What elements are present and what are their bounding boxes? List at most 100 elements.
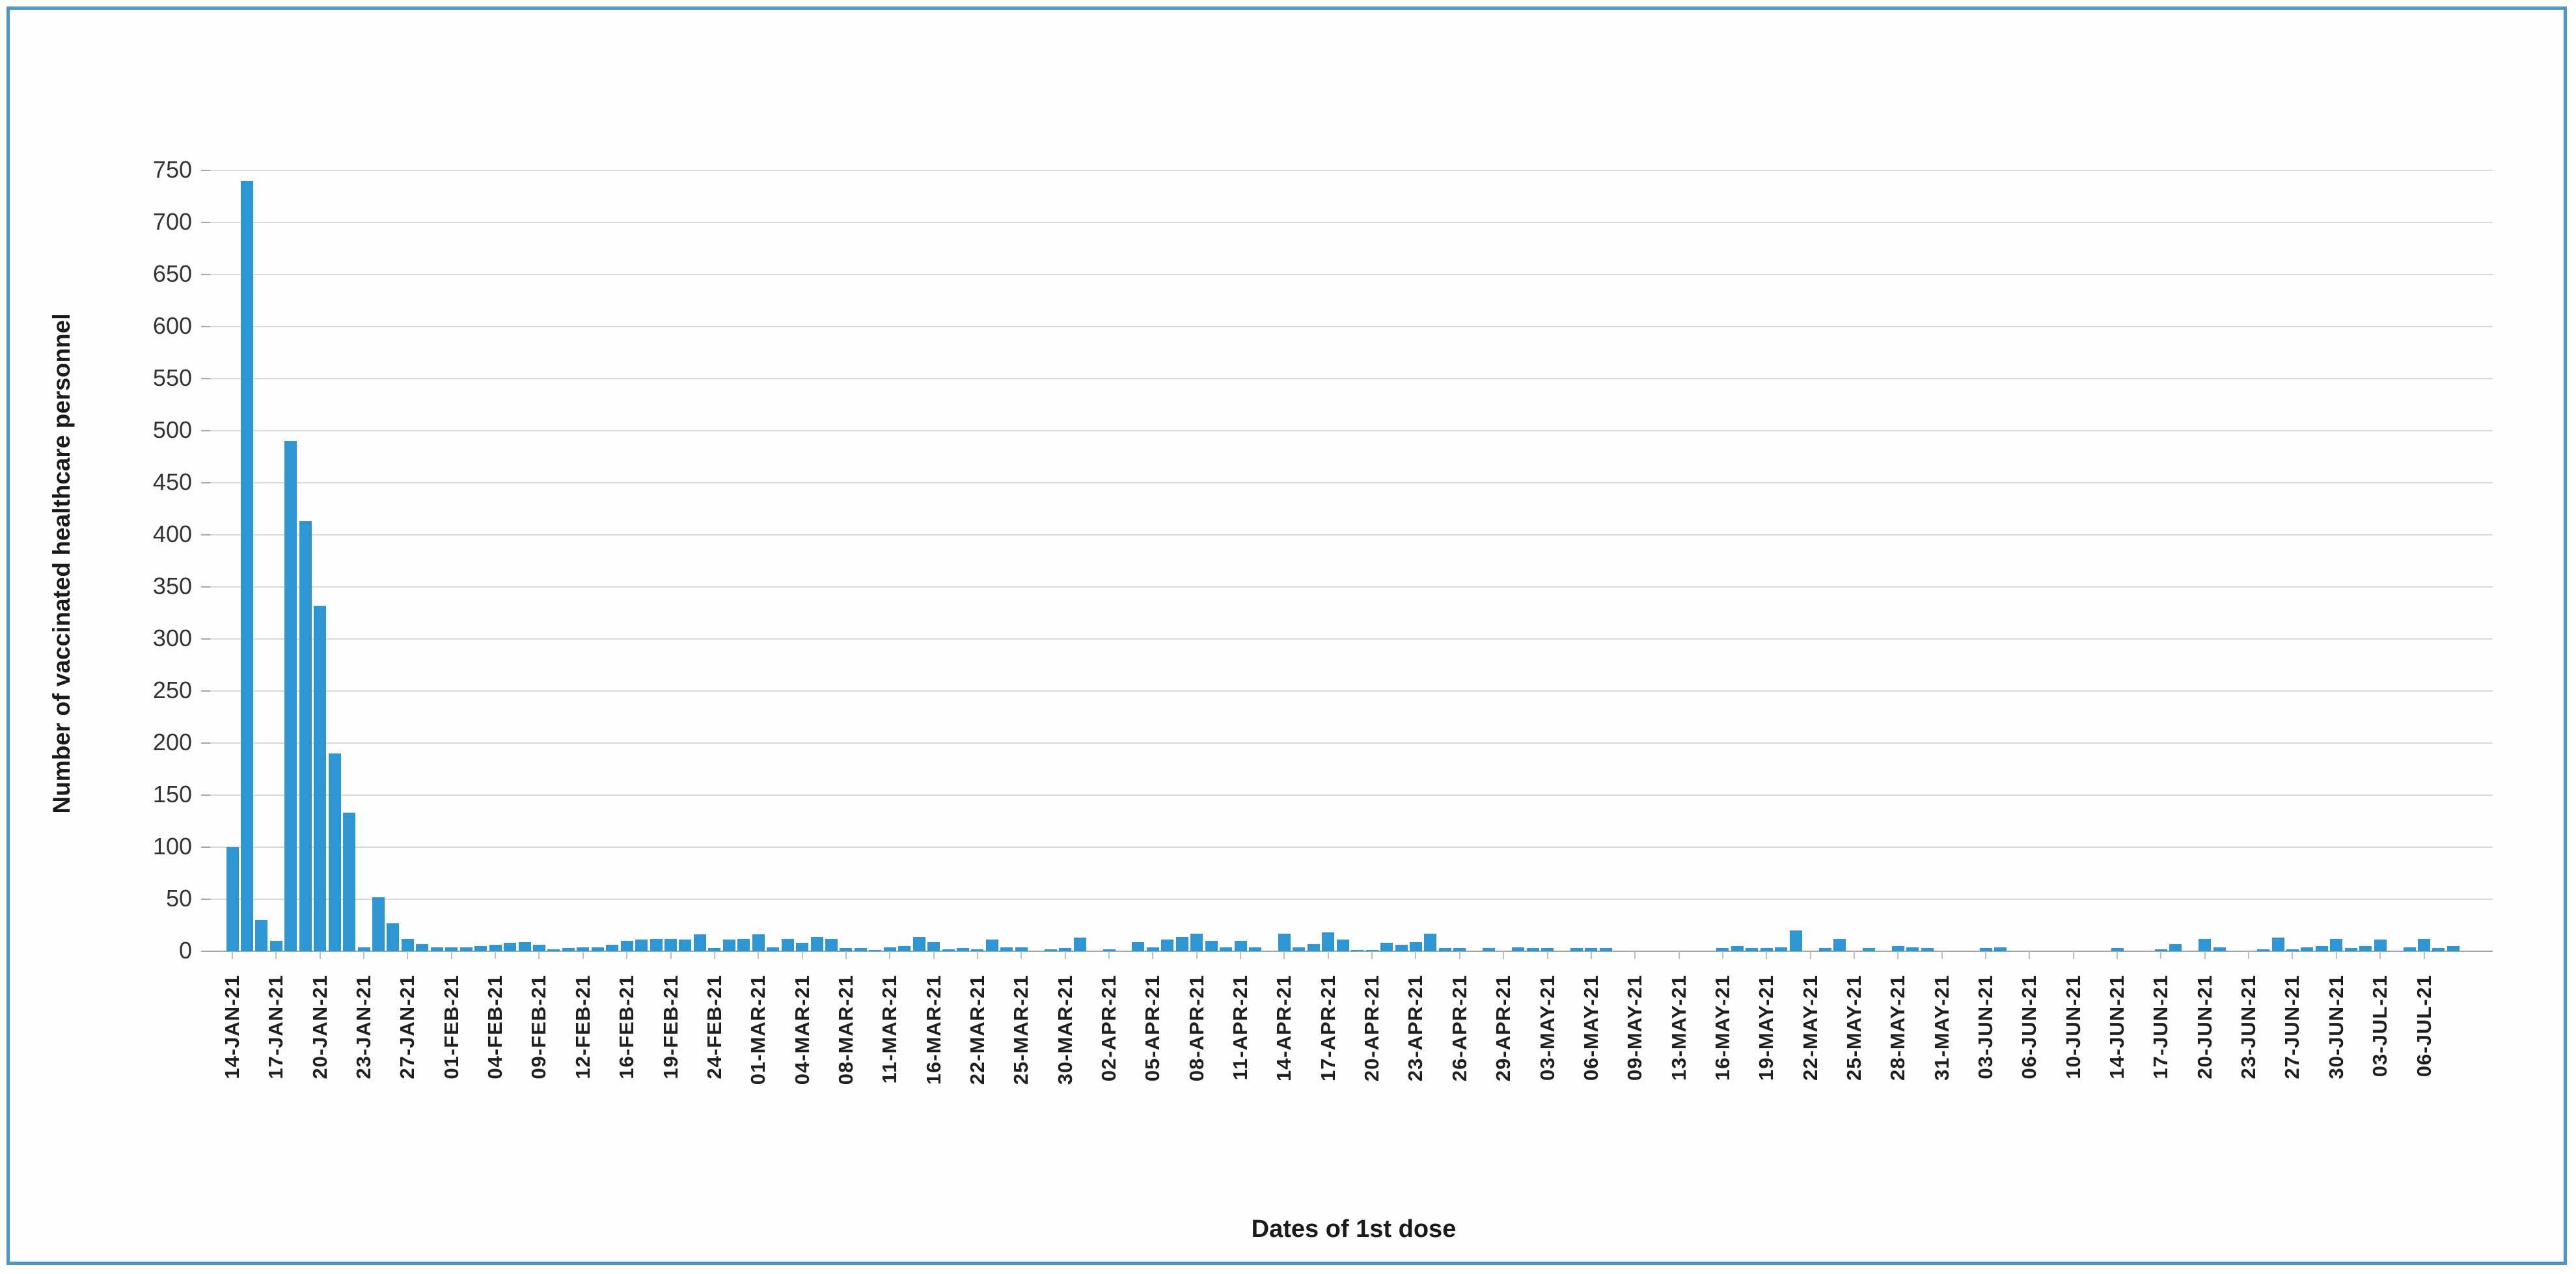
bar-category-50	[957, 948, 969, 951]
y-tick-label: 500	[152, 416, 192, 443]
y-tick-mark	[201, 378, 210, 379]
x-tick-label-03-JUL-21: 03-JUL-21	[2368, 975, 2392, 1077]
x-tick-label-23-JUN-21: 23-JUN-21	[2237, 975, 2260, 1079]
bar-category-49	[942, 949, 955, 951]
bar-category-54	[1015, 947, 1028, 951]
x-tick-mark	[1283, 951, 1285, 959]
bar-category-60	[1103, 949, 1116, 951]
bar-category-11	[387, 923, 400, 951]
bar-category-114	[1891, 946, 1904, 951]
x-axis-line	[210, 951, 2493, 952]
bar-category-22	[547, 949, 560, 951]
x-tick-label-17-JAN-21: 17-JAN-21	[264, 975, 288, 1079]
x-tick-mark	[582, 951, 584, 959]
bar-category-14	[430, 947, 443, 951]
gridline-300	[210, 638, 2493, 640]
gridline-450	[210, 482, 2493, 483]
y-tick-label: 600	[152, 312, 192, 339]
x-tick-mark	[319, 951, 321, 959]
gridline-400	[210, 534, 2493, 535]
x-tick-mark	[2204, 951, 2206, 959]
gridline-100	[210, 847, 2493, 848]
bar-category-33	[708, 948, 721, 951]
bar-category-47	[912, 936, 925, 951]
bar-category-79	[1380, 943, 1393, 951]
bar-category-80	[1395, 945, 1408, 951]
bar-category-94	[1599, 948, 1612, 951]
gridline-50	[210, 899, 2493, 900]
bar-category-83	[1438, 948, 1451, 951]
x-tick-label-27-JAN-21: 27-JAN-21	[396, 975, 419, 1079]
bar-category-24	[577, 947, 590, 951]
y-tick-mark	[201, 638, 210, 640]
y-tick-mark	[201, 951, 210, 952]
x-tick-mark	[1415, 951, 1417, 959]
x-tick-label-03-MAY-21: 03-MAY-21	[1535, 975, 1559, 1081]
bar-category-17	[474, 946, 487, 951]
bar-category-120	[1979, 948, 1992, 951]
bar-category-12	[401, 938, 414, 951]
bar-category-105	[1760, 948, 1773, 951]
x-tick-mark	[626, 951, 628, 959]
bar-category-40	[810, 936, 823, 951]
bar-category-52	[985, 940, 998, 951]
bar-category-144	[2330, 938, 2343, 951]
bar-category-81	[1409, 942, 1422, 951]
bar-category-25	[591, 947, 604, 951]
x-tick-mark	[1371, 951, 1373, 959]
gridline-750	[210, 170, 2493, 171]
x-tick-label-16-MAY-21: 16-MAY-21	[1710, 975, 1734, 1081]
y-tick-label: 650	[152, 260, 192, 287]
y-tick-label: 250	[152, 677, 192, 703]
x-tick-label-01-FEB-21: 01-FEB-21	[439, 975, 463, 1079]
bar-category-93	[1585, 948, 1598, 951]
x-tick-label-25-MAY-21: 25-MAY-21	[1842, 975, 1865, 1081]
x-tick-label-14-APR-21: 14-APR-21	[1272, 975, 1296, 1082]
bar-category-37	[767, 947, 780, 951]
x-tick-mark	[363, 951, 365, 959]
x-tick-label-22-MAR-21: 22-MAR-21	[965, 975, 989, 1085]
x-tick-mark	[976, 951, 978, 959]
bar-category-43	[854, 948, 867, 951]
x-tick-label-31-MAY-21: 31-MAY-21	[1930, 975, 1953, 1081]
x-tick-mark	[1196, 951, 1198, 959]
y-tick-label: 150	[152, 781, 192, 807]
x-tick-label-11-APR-21: 11-APR-21	[1229, 975, 1252, 1081]
x-tick-label-13-MAY-21: 13-MAY-21	[1667, 975, 1690, 1081]
x-tick-label-30-JUN-21: 30-JUN-21	[2324, 975, 2348, 1079]
bar-category-135	[2199, 938, 2212, 951]
x-tick-mark	[1459, 951, 1460, 959]
x-tick-mark	[1590, 951, 1592, 959]
bar-category-9	[357, 947, 370, 951]
x-tick-mark	[407, 951, 409, 959]
y-axis-title: Number of vaccinated healthcare personne…	[48, 313, 75, 814]
x-tick-label-09-FEB-21: 09-FEB-21	[527, 975, 551, 1079]
bar-category-146	[2359, 946, 2372, 951]
bar-category-4	[284, 441, 297, 951]
bar-category-65	[1175, 936, 1188, 951]
bar-category-62	[1132, 942, 1145, 951]
bar-category-58	[1073, 938, 1086, 951]
bar-category-88	[1512, 947, 1525, 951]
gridline-500	[210, 430, 2493, 431]
bar-category-46	[898, 946, 911, 951]
bar-category-48	[927, 942, 940, 951]
x-tick-mark	[232, 951, 233, 959]
y-tick-mark	[201, 274, 210, 275]
bar-category-106	[1775, 947, 1788, 951]
gridline-600	[210, 326, 2493, 327]
x-tick-mark	[670, 951, 672, 959]
y-tick-label: 200	[152, 729, 192, 755]
bar-category-45	[883, 947, 896, 951]
y-tick-mark	[201, 794, 210, 796]
x-tick-mark	[1678, 951, 1680, 959]
bar-category-73	[1293, 947, 1306, 951]
bar-category-28	[635, 940, 648, 951]
x-tick-mark	[1721, 951, 1723, 959]
bar-category-69	[1234, 941, 1247, 951]
x-tick-label-11-MAR-21: 11-MAR-21	[878, 975, 901, 1084]
x-tick-label-29-APR-21: 29-APR-21	[1492, 975, 1515, 1082]
x-tick-label-26-APR-21: 26-APR-21	[1447, 975, 1471, 1082]
bar-category-18	[489, 945, 502, 951]
